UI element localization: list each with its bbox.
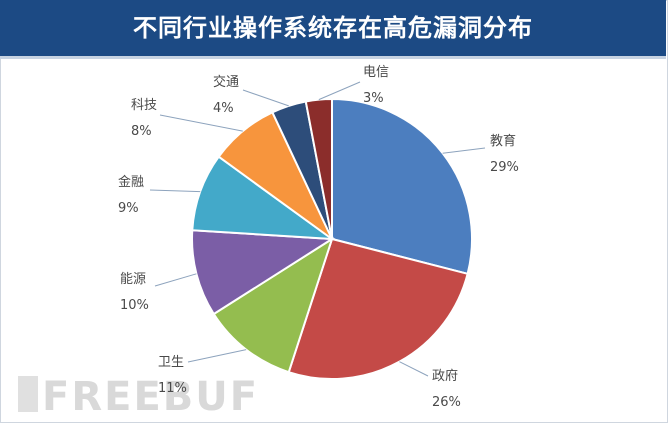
pie-slice-4 [191,155,336,241]
leader-line-2 [187,349,247,363]
leader-line-0 [442,147,486,154]
slice-label-2: 卫生 [158,355,184,370]
leader-line-6 [242,89,289,107]
slice-percent-3: 10% [120,298,149,313]
leader-line-5 [159,114,243,132]
slice-percent-0: 29% [490,160,519,175]
pie-slice-3 [191,229,336,316]
leader-line-4 [149,189,201,193]
slice-percent-7: 3% [363,91,384,106]
slice-label-4: 金融 [118,174,144,190]
watermark-text: FREEBUF [42,374,259,420]
slice-percent-1: 26% [432,395,461,410]
leader-line-1 [399,361,429,377]
slice-percent-5: 8% [131,124,152,139]
slice-percent-2: 11% [158,381,187,396]
slice-percent-4: 9% [118,201,139,216]
slice-label-7: 电信 [363,65,389,80]
slice-label-3: 能源 [120,272,146,287]
chart-title: 不同行业操作系统存在高危漏洞分布 [133,14,533,42]
leader-line-3 [154,273,197,287]
title-bar [0,0,666,59]
slice-label-5: 科技 [131,98,157,113]
slice-percent-6: 4% [213,101,234,116]
leader-line-7 [318,81,361,101]
watermark: FREEBUF [18,374,259,420]
slice-label-0: 教育 [490,133,516,149]
slice-label-6: 交通 [213,74,239,90]
slice-label-1: 政府 [432,369,458,384]
pie-slice-2 [212,236,334,374]
